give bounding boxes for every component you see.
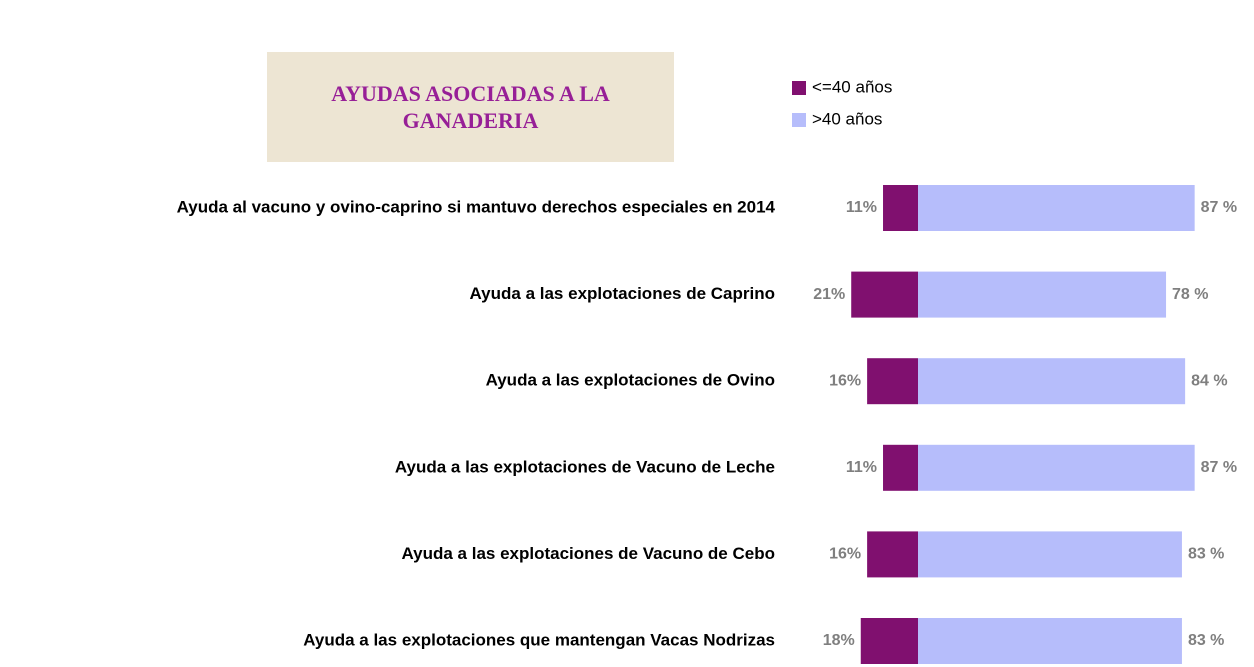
value-label: 84 % — [1191, 372, 1227, 389]
legend-swatch — [792, 113, 806, 127]
bar — [867, 531, 918, 578]
category-label: Ayuda a las explotaciones de Ovino — [486, 371, 775, 390]
bar — [883, 444, 918, 491]
category-label: Ayuda al vacuno y ovino-caprino si mantu… — [177, 197, 776, 216]
bar — [851, 271, 918, 318]
bar — [860, 618, 918, 664]
value-label: 16% — [829, 546, 861, 563]
category-label: Ayuda a las explotaciones de Caprino — [470, 284, 775, 303]
bar — [883, 185, 918, 231]
legend-label: <=40 años — [812, 77, 892, 96]
category-label: Ayuda a las explotaciones de Vacuno de L… — [395, 457, 775, 476]
bar — [918, 618, 1182, 664]
value-label: 11% — [846, 459, 877, 476]
bar — [918, 185, 1195, 231]
category-label: Ayuda a las explotaciones de Vacuno de C… — [402, 544, 776, 563]
bar — [918, 358, 1186, 405]
bar — [867, 358, 918, 405]
value-label: 18% — [823, 632, 855, 649]
legend-label: >40 años — [812, 109, 882, 128]
category-label: Ayuda a las explotaciones que mantengan … — [303, 630, 775, 649]
value-label: 87 % — [1201, 199, 1237, 216]
value-label: 83 % — [1188, 632, 1224, 649]
bar — [918, 271, 1167, 318]
chart-title: AYUDAS ASOCIADAS A LA GANADERIA — [267, 52, 674, 162]
bar — [918, 531, 1182, 578]
value-label: 16% — [829, 372, 861, 389]
value-label: 78 % — [1172, 286, 1208, 303]
value-label: 87 % — [1201, 459, 1237, 476]
bar — [918, 444, 1195, 491]
value-label: 83 % — [1188, 546, 1224, 563]
value-label: 11% — [846, 199, 877, 216]
legend-swatch — [792, 81, 806, 95]
value-label: 21% — [813, 286, 845, 303]
